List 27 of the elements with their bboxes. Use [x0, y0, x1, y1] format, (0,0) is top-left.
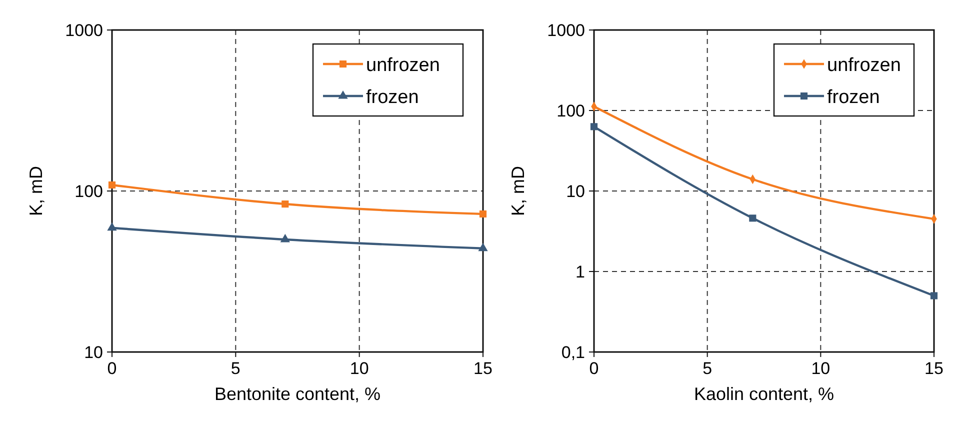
point — [749, 214, 756, 222]
legend-label: frozen — [827, 87, 880, 108]
y-tick-label: 1000 — [65, 21, 103, 40]
y-tick-label: 1000 — [547, 21, 585, 40]
y-tick-label: 0,1 — [561, 343, 585, 362]
x-tick-label: 0 — [589, 359, 599, 378]
x-tick-label: 10 — [811, 359, 830, 378]
point — [930, 292, 938, 300]
y-tick-label: 10 — [566, 182, 585, 201]
y-tick-label: 100 — [556, 102, 585, 120]
x-tick-label: 15 — [924, 359, 944, 378]
x-tick-label: 15 — [474, 359, 492, 378]
x-tick-label: 5 — [702, 359, 712, 378]
x-axis-title: Bentonite content, % — [214, 384, 381, 404]
x-tick-label: 5 — [230, 359, 240, 378]
y-tick-label: 1 — [576, 262, 585, 282]
legend-label: unfrozen — [827, 55, 901, 76]
legend-label: frozen — [366, 87, 419, 108]
y-axis-title: K, mD — [26, 166, 46, 216]
x-tick-label: 0 — [107, 359, 117, 378]
y-tick-label: 100 — [74, 182, 103, 201]
y-tick-label: 10 — [84, 343, 103, 362]
legend-label: unfrozen — [366, 55, 440, 76]
x-axis-title: Kaolin content, % — [694, 384, 834, 404]
y-axis-title: K, mD — [508, 166, 528, 216]
x-tick-label: 10 — [350, 359, 369, 378]
point — [590, 123, 598, 130]
